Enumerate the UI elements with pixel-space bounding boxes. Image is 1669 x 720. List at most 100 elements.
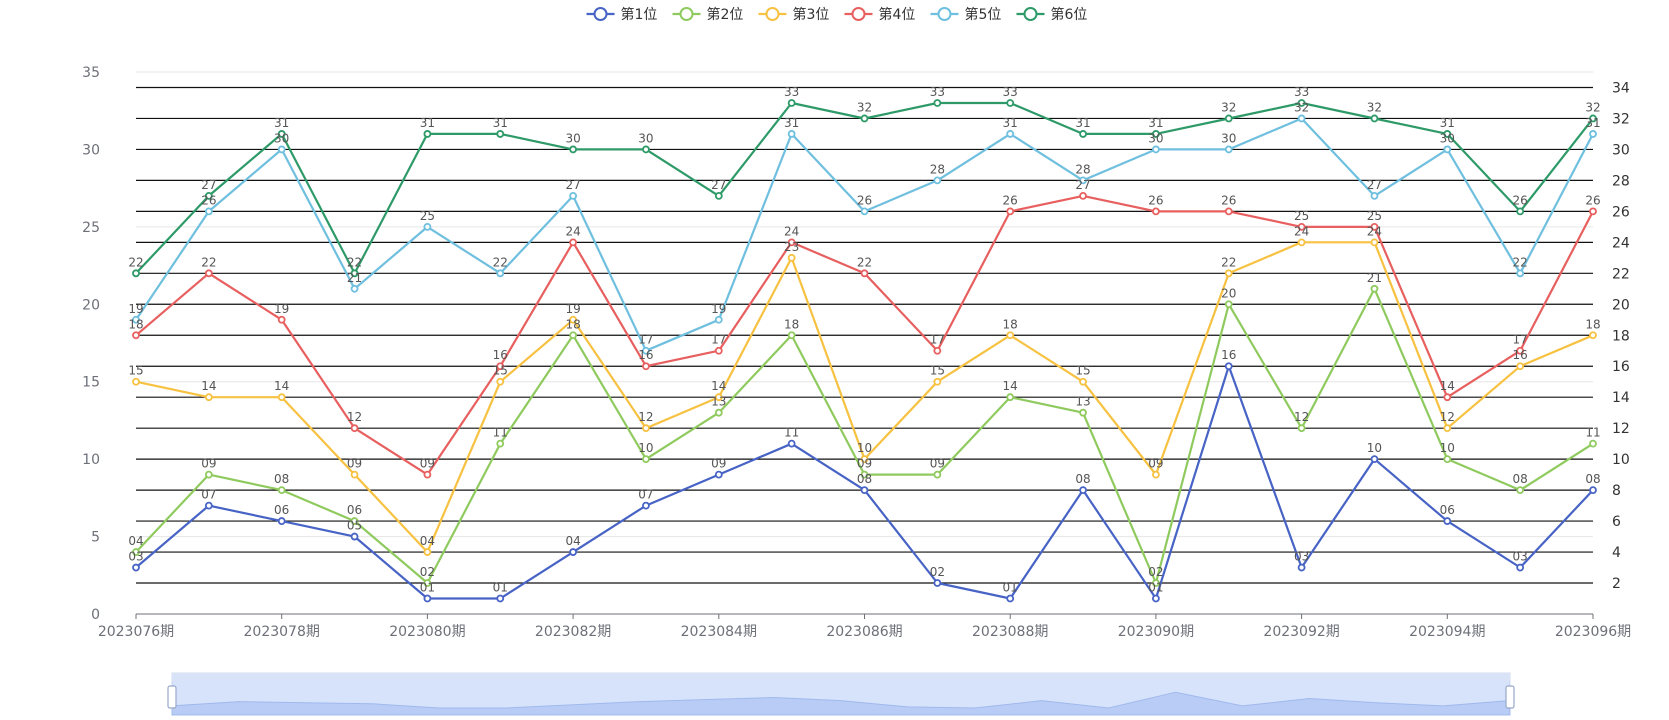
data-point[interactable] <box>1006 99 1015 107</box>
data-point[interactable] <box>1370 238 1379 247</box>
data-point[interactable] <box>1079 130 1087 138</box>
data-point[interactable] <box>1443 424 1452 433</box>
data-point[interactable] <box>1224 114 1233 123</box>
data-point[interactable] <box>1297 222 1306 231</box>
data-point[interactable] <box>1297 238 1306 247</box>
data-point[interactable] <box>1516 207 1525 216</box>
data-point[interactable] <box>204 191 213 200</box>
data-point[interactable] <box>1370 114 1379 123</box>
data-point[interactable] <box>642 424 650 433</box>
data-point[interactable] <box>496 130 505 138</box>
data-point[interactable] <box>1589 331 1597 340</box>
data-point[interactable] <box>496 594 505 603</box>
legend-item-3[interactable]: 第3位 <box>758 6 830 23</box>
data-point[interactable] <box>1079 408 1087 417</box>
data-point[interactable] <box>277 517 286 525</box>
data-point[interactable] <box>860 114 869 123</box>
data-point[interactable] <box>1443 455 1452 464</box>
data-point[interactable] <box>277 130 286 138</box>
data-point[interactable] <box>714 408 723 417</box>
data-point[interactable] <box>1443 393 1452 402</box>
data-point[interactable] <box>423 130 432 138</box>
data-point[interactable] <box>204 470 213 479</box>
legend-item-1[interactable]: 第1位 <box>586 6 658 23</box>
data-point[interactable] <box>1516 346 1525 355</box>
data-point[interactable] <box>1516 563 1525 572</box>
data-point[interactable] <box>1079 176 1087 185</box>
data-point[interactable] <box>1516 486 1525 495</box>
data-point[interactable] <box>642 501 650 510</box>
data-point[interactable] <box>933 99 942 107</box>
data-point[interactable] <box>1589 486 1597 495</box>
data-point[interactable] <box>1589 207 1597 216</box>
data-point[interactable] <box>714 315 723 324</box>
data-point[interactable] <box>787 130 796 138</box>
data-point[interactable] <box>132 331 140 340</box>
data-point[interactable] <box>787 238 796 247</box>
data-point[interactable] <box>860 470 869 479</box>
data-point[interactable] <box>132 377 140 386</box>
data-point[interactable] <box>423 594 432 603</box>
data-point[interactable] <box>860 269 869 278</box>
data-point[interactable] <box>1589 114 1597 123</box>
data-point[interactable] <box>714 346 723 355</box>
legend-item-4[interactable]: 第4位 <box>844 6 916 23</box>
data-point[interactable] <box>1224 362 1233 371</box>
data-point[interactable] <box>1152 130 1160 138</box>
data-point[interactable] <box>1224 207 1233 216</box>
data-point[interactable] <box>1152 207 1160 216</box>
data-point[interactable] <box>204 269 213 278</box>
data-point[interactable] <box>1297 563 1306 572</box>
data-point[interactable] <box>1370 191 1379 200</box>
data-point[interactable] <box>787 99 796 107</box>
data-point[interactable] <box>787 331 796 340</box>
data-point[interactable] <box>1006 130 1015 138</box>
data-point[interactable] <box>642 362 650 371</box>
data-point[interactable] <box>423 548 432 556</box>
data-point[interactable] <box>1443 517 1452 525</box>
data-point[interactable] <box>569 145 577 154</box>
data-point[interactable] <box>1443 145 1452 154</box>
data-point[interactable] <box>1152 594 1160 603</box>
data-point[interactable] <box>496 377 505 386</box>
data-point[interactable] <box>1516 269 1525 278</box>
data-point[interactable] <box>277 393 286 402</box>
data-point[interactable] <box>787 439 796 448</box>
data-point[interactable] <box>277 145 286 154</box>
data-point[interactable] <box>1370 284 1379 293</box>
data-point[interactable] <box>1079 486 1087 495</box>
data-point[interactable] <box>714 191 723 200</box>
data-point[interactable] <box>350 470 359 479</box>
data-point[interactable] <box>132 563 140 572</box>
data-point[interactable] <box>1006 207 1015 216</box>
data-point[interactable] <box>933 176 942 185</box>
data-point[interactable] <box>496 439 505 448</box>
data-point[interactable] <box>1224 300 1233 309</box>
data-point[interactable] <box>423 222 432 231</box>
data-point[interactable] <box>496 362 505 371</box>
data-point[interactable] <box>860 455 869 464</box>
data-point[interactable] <box>714 393 723 402</box>
data-point[interactable] <box>423 470 432 479</box>
data-point[interactable] <box>860 486 869 495</box>
data-point[interactable] <box>569 238 577 247</box>
data-point[interactable] <box>787 253 796 262</box>
data-point[interactable] <box>1006 331 1015 340</box>
zoom-handle-left[interactable] <box>167 685 177 709</box>
data-point[interactable] <box>204 207 213 216</box>
data-point[interactable] <box>933 579 942 587</box>
data-point[interactable] <box>132 315 140 324</box>
data-zoom-slider[interactable] <box>167 672 1515 716</box>
data-point[interactable] <box>1516 362 1525 371</box>
legend-item-2[interactable]: 第2位 <box>672 6 744 23</box>
data-point[interactable] <box>496 269 505 278</box>
data-point[interactable] <box>933 377 942 386</box>
data-point[interactable] <box>1224 145 1233 154</box>
data-point[interactable] <box>933 346 942 355</box>
data-point[interactable] <box>642 455 650 464</box>
data-point[interactable] <box>204 393 213 402</box>
data-point[interactable] <box>1589 439 1597 448</box>
data-point[interactable] <box>1079 377 1087 386</box>
data-point[interactable] <box>1079 191 1087 200</box>
data-point[interactable] <box>350 424 359 433</box>
